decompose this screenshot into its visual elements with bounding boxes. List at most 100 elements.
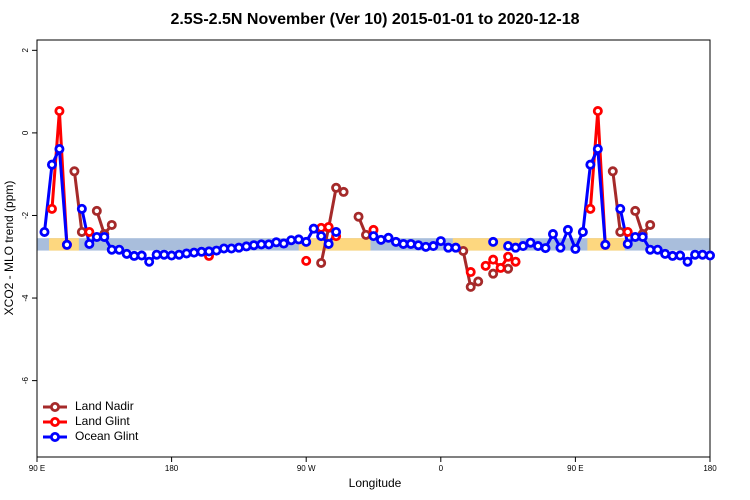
point: [368, 231, 379, 242]
point: [450, 242, 461, 253]
point: [420, 241, 431, 252]
legend-marker: [50, 431, 61, 442]
point: [301, 236, 312, 247]
point: [84, 226, 95, 237]
point: [607, 166, 618, 177]
x-tick-label: 90 E: [567, 464, 583, 473]
point: [435, 236, 446, 247]
legend-label: Land Glint: [75, 414, 130, 428]
point: [405, 238, 416, 249]
point: [465, 267, 476, 278]
point: [600, 239, 611, 250]
point: [495, 262, 506, 273]
point: [226, 243, 237, 254]
point: [652, 244, 663, 255]
point: [525, 237, 536, 248]
point: [316, 222, 327, 233]
point: [241, 241, 252, 252]
point: [99, 231, 110, 242]
x-tick-label: 180: [165, 464, 179, 473]
point: [278, 238, 289, 249]
point: [248, 240, 259, 251]
point: [518, 241, 529, 252]
legend-label: Land Nadir: [75, 399, 134, 413]
point: [331, 226, 342, 237]
point: [488, 254, 499, 265]
point: [458, 245, 469, 256]
point: [316, 257, 327, 268]
point: [54, 106, 65, 117]
point: [413, 240, 424, 251]
point: [428, 241, 439, 252]
point: [203, 246, 214, 257]
point: [682, 256, 693, 267]
point: [114, 244, 125, 255]
point: [645, 219, 656, 230]
point: [106, 219, 117, 230]
point: [301, 255, 312, 266]
point: [46, 159, 57, 170]
y-tick-label: 2: [21, 48, 30, 53]
point: [637, 231, 648, 242]
point: [503, 241, 514, 252]
legend-label: Ocean Glint: [75, 429, 139, 443]
point: [76, 203, 87, 214]
point: [233, 242, 244, 253]
point: [675, 250, 686, 261]
x-tick-label: 90 W: [297, 464, 316, 473]
legend-marker: [50, 401, 61, 412]
point: [488, 236, 499, 247]
point: [622, 226, 633, 237]
y-axis-label: XCO2 - MLO trend (ppm): [2, 181, 16, 316]
point: [54, 143, 65, 154]
band-highlight: [452, 238, 521, 251]
point: [61, 239, 72, 250]
point: [503, 251, 514, 262]
point: [136, 250, 147, 261]
point: [473, 276, 484, 287]
point: [189, 247, 200, 258]
point: [383, 232, 394, 243]
point: [323, 222, 334, 233]
point: [46, 203, 57, 214]
point: [308, 223, 319, 234]
point: [181, 248, 192, 259]
point: [577, 226, 588, 237]
point: [144, 256, 155, 267]
point: [361, 229, 372, 240]
plot-frame: [36, 39, 711, 458]
y-tick-label: 0: [21, 130, 30, 135]
point: [316, 231, 327, 242]
band-highlight: [298, 238, 371, 251]
point: [39, 226, 50, 237]
point: [69, 166, 80, 177]
point: [465, 281, 476, 292]
point: [286, 235, 297, 246]
y-tick-label: -4: [21, 294, 30, 302]
point: [503, 263, 514, 274]
x-tick-label: 90 E: [29, 464, 45, 473]
point: [338, 186, 349, 197]
legend-marker: [50, 416, 61, 427]
chart-title: 2.5S-2.5N November (Ver 10) 2015-01-01 t…: [170, 11, 579, 28]
point: [91, 205, 102, 216]
point: [271, 237, 282, 248]
point: [166, 250, 177, 261]
point: [622, 238, 633, 249]
point: [353, 211, 364, 222]
point: [592, 106, 603, 117]
point: [555, 242, 566, 253]
point: [585, 203, 596, 214]
point: [174, 249, 185, 260]
y-tick-label: -2: [21, 211, 30, 219]
point: [488, 268, 499, 279]
point: [630, 205, 641, 216]
point: [510, 256, 521, 267]
point: [585, 159, 596, 170]
point: [615, 203, 626, 214]
point: [510, 242, 521, 253]
x-tick-label: 0: [439, 464, 444, 473]
x-axis-label: Longitude: [349, 476, 402, 490]
point: [159, 249, 170, 260]
